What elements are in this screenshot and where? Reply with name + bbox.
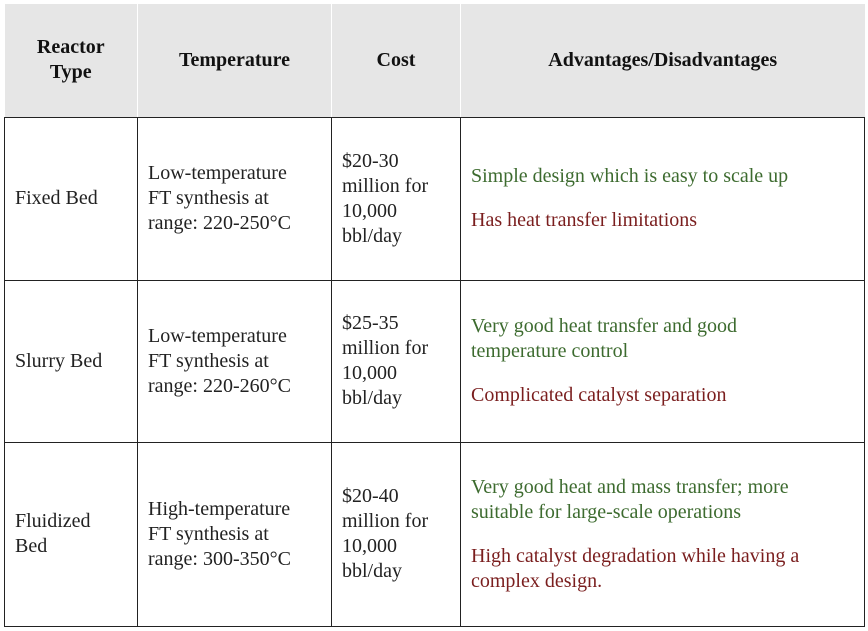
temperature-text: range: 220-250°C [148, 212, 291, 234]
reactor-type-text: Fluidized [15, 510, 91, 532]
advantages-disadvantages-cell: Simple design which is easy to scale up … [460, 116, 865, 281]
header-temperature-label: Temperature [178, 48, 291, 71]
table-body: Fixed Bed Low-temperature FT synthesis a… [4, 116, 865, 627]
temperature-text: Low-temperature [148, 162, 287, 184]
disadvantage-text: Complicated catalyst separation [471, 384, 727, 406]
advantage-line: Very good heat and mass transfer; more [471, 475, 789, 498]
table-row: Fixed Bed Low-temperature FT synthesis a… [4, 116, 865, 281]
disadvantage-text: High catalyst degradation while having a… [471, 544, 854, 594]
header-cost-label: Cost [376, 48, 416, 71]
header-cost: Cost [331, 4, 461, 118]
header-temperature: Temperature [137, 4, 332, 118]
temperature-text: High-temperature [148, 497, 291, 520]
temperature-cell: High-temperature FT synthesis at range: … [137, 441, 332, 627]
temperature-cell: Low-temperature FT synthesis at range: 2… [137, 116, 332, 281]
temperature-text: Low-temperature [148, 324, 287, 347]
reactor-type-cell: Fixed Bed [4, 116, 138, 281]
reactor-type-text: Bed [15, 535, 48, 557]
advantage-line: suitable for large-scale operations [471, 500, 742, 523]
advantage-line: temperature control [471, 340, 629, 362]
header-advantages-disadvantages: Advantages/Disadvantages [460, 4, 865, 118]
temperature-text: range: 220-260°C [148, 374, 291, 397]
reactor-type-text: Fixed Bed [15, 187, 98, 209]
cost-text: bbl/day [342, 224, 402, 247]
temperature-text: FT synthesis at [148, 187, 269, 209]
advantages-disadvantages-cell: Very good heat and mass transfer; more s… [460, 441, 865, 627]
reactor-type-text: Slurry Bed [15, 349, 103, 372]
disadvantage-text: Has heat transfer limitations [471, 209, 698, 231]
header-advantages-disadvantages-label: Advantages/Disadvantages [548, 48, 778, 71]
cost-text: bbl/day [342, 560, 402, 582]
cost-cell: $20-30 million for 10,000 bbl/day [331, 116, 461, 281]
advantage-line: Very good heat transfer and good [471, 315, 738, 337]
advantage-text: Simple design which is easy to scale up [471, 165, 789, 187]
cost-text: bbl/day [342, 387, 402, 409]
cost-text: 10,000 [342, 199, 397, 222]
cost-cell: $25-35 million for 10,000 bbl/day [331, 279, 461, 443]
cost-text: $20-40 [342, 485, 399, 507]
disadvantage-line: High catalyst degradation while having a [471, 544, 800, 567]
temperature-text: FT synthesis at [148, 349, 269, 372]
reactor-type-cell: Fluidized Bed [4, 441, 138, 627]
cost-text: 10,000 [342, 362, 397, 384]
table-header: Reactor Type Temperature Cost Advantages… [4, 4, 865, 118]
header-reactor-type-line-2: Type [49, 61, 92, 84]
advantage-text: Very good heat transfer and good tempera… [471, 314, 854, 364]
advantages-disadvantages-cell: Very good heat transfer and good tempera… [460, 279, 865, 443]
header-reactor-type: Reactor Type [4, 4, 138, 118]
reactor-type-cell: Slurry Bed [4, 279, 138, 443]
reactor-comparison-table-container: Reactor Type Temperature Cost Advantages… [4, 4, 865, 627]
advantage-text: Very good heat and mass transfer; more s… [471, 475, 854, 525]
cost-text: $20-30 [342, 149, 399, 172]
table-row: Fluidized Bed High-temperature FT synthe… [4, 441, 865, 627]
temperature-text: FT synthesis at [148, 522, 269, 545]
disadvantage-line: complex design. [471, 569, 603, 592]
cost-text: million for [342, 337, 429, 359]
cost-text: million for [342, 174, 429, 197]
table-row: Slurry Bed Low-temperature FT synthesis … [4, 279, 865, 443]
temperature-cell: Low-temperature FT synthesis at range: 2… [137, 279, 332, 443]
cost-text: $25-35 [342, 312, 399, 334]
cost-text: million for [342, 510, 429, 532]
reactor-comparison-table: Reactor Type Temperature Cost Advantages… [4, 4, 865, 627]
cost-cell: $20-40 million for 10,000 bbl/day [331, 441, 461, 627]
cost-text: 10,000 [342, 535, 397, 557]
temperature-text: range: 300-350°C [148, 547, 291, 570]
header-reactor-type-line-1: Reactor [36, 36, 105, 59]
header-row: Reactor Type Temperature Cost Advantages… [4, 4, 865, 118]
